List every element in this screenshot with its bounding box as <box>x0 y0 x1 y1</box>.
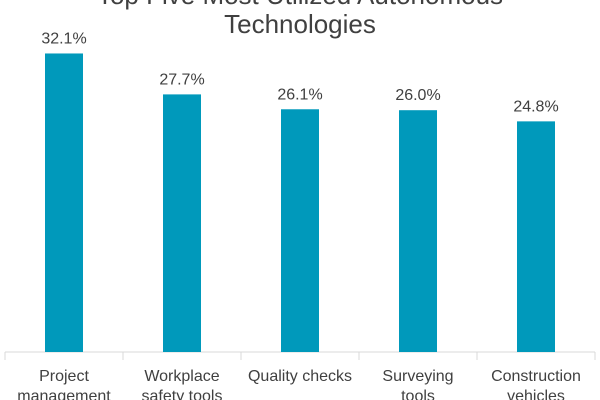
data-label: 26.1% <box>277 86 322 103</box>
x-tick-label: vehicles <box>507 388 565 400</box>
x-tick-label: management <box>17 388 111 400</box>
x-tick-label: Project <box>39 368 89 385</box>
data-label: 32.1% <box>41 30 86 47</box>
x-tick-label: Quality checks <box>248 368 352 385</box>
x-tick-label: Surveying <box>382 368 453 385</box>
chart-title-line-1: Top Five Most Utilized Autonomous <box>0 0 600 11</box>
bar <box>281 109 319 353</box>
data-label: 24.8% <box>513 98 558 115</box>
data-label: 26.0% <box>395 87 440 104</box>
bar <box>45 53 83 352</box>
x-tick-label: Construction <box>491 368 581 385</box>
x-tick-label: safety tools <box>142 388 223 400</box>
chart-title-line-2: Technologies <box>224 9 376 39</box>
x-tick-label: tools <box>401 388 435 400</box>
bar <box>163 94 201 352</box>
data-label: 27.7% <box>159 71 204 88</box>
bar <box>517 121 555 352</box>
bar <box>399 110 437 352</box>
x-tick-label: Workplace <box>144 368 219 385</box>
